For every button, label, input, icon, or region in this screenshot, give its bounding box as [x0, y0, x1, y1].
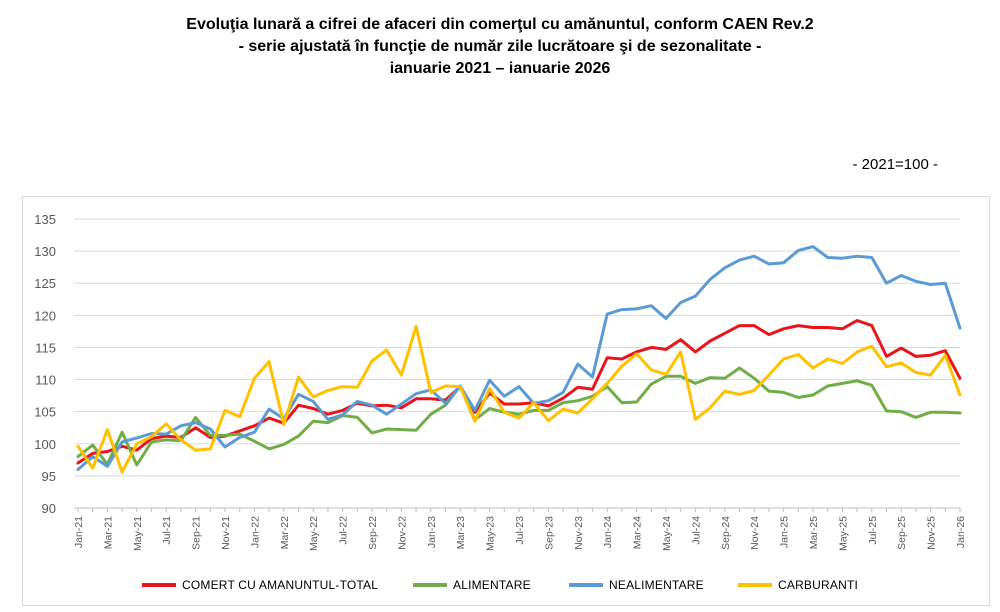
- legend-item-alimentare: ALIMENTARE: [413, 578, 531, 592]
- series-line-nealimentare: [76, 245, 962, 471]
- x-tick-label: May-24: [661, 516, 673, 551]
- x-tick-label: Mar-25: [808, 516, 820, 549]
- legend-swatch-nealimentare: [569, 583, 603, 587]
- x-tick-label: May-21: [132, 516, 144, 551]
- y-tick-label: 115: [35, 340, 56, 355]
- y-tick-label: 120: [34, 308, 56, 323]
- legend-item-carburanti: CARBURANTI: [738, 578, 858, 592]
- x-tick-label: Jan-22: [249, 516, 261, 548]
- x-tick-label: Sep-23: [543, 516, 555, 550]
- x-tick-label: May-22: [308, 516, 320, 551]
- legend-label-total: COMERT CU AMANUNTUL-TOTAL: [182, 578, 379, 592]
- x-tick-label: Nov-23: [573, 516, 585, 550]
- y-tick-label: 100: [34, 437, 56, 452]
- x-tick-label: Jan-24: [602, 516, 614, 548]
- chart-title-line-3: ianuarie 2021 – ianuarie 2026: [389, 60, 611, 77]
- y-tick-label: 105: [34, 405, 56, 420]
- x-tick-label: Jul-25: [867, 516, 879, 545]
- y-tick-label: 125: [34, 276, 56, 291]
- y-tick-label: 95: [42, 469, 56, 484]
- legend-swatch-total: [142, 583, 176, 587]
- x-tick-label: Mar-21: [102, 516, 114, 549]
- y-tick-label: 135: [34, 212, 56, 227]
- series-lines: [76, 245, 962, 474]
- x-tick-label: Nov-24: [749, 516, 761, 550]
- x-tick-label: Jan-26: [955, 516, 967, 548]
- y-tick-label: 110: [35, 373, 56, 388]
- gridlines: [74, 218, 960, 509]
- x-tick-label: Sep-21: [191, 516, 203, 550]
- x-tick-label: Nov-22: [396, 516, 408, 550]
- x-tick-label: Jan-25: [779, 516, 791, 548]
- legend-swatch-alimentare: [413, 583, 447, 587]
- x-tick-label: May-23: [485, 516, 497, 551]
- x-tick-label: Jan-23: [426, 516, 438, 548]
- x-tick-label: Mar-24: [632, 516, 644, 549]
- x-tick-label: Mar-22: [279, 516, 291, 549]
- legend-item-nealimentare: NEALIMENTARE: [569, 578, 704, 592]
- series-line-carburanti: [76, 324, 962, 474]
- x-tick-label: Jul-22: [338, 516, 350, 545]
- legend-label-alimentare: ALIMENTARE: [453, 578, 531, 592]
- x-tick-label: Nov-25: [926, 516, 938, 550]
- chart-legend: COMERT CU AMANUNTUL-TOTAL ALIMENTARE NEA…: [0, 578, 1000, 594]
- x-tick-label: Sep-25: [896, 516, 908, 550]
- x-axis-ticks: Jan-21 Mar-21 May-21 Jul-21 Sep-21 Nov-21 Jan-…: [73, 508, 967, 551]
- legend-label-nealimentare: NEALIMENTARE: [609, 578, 704, 592]
- y-tick-label: 130: [34, 244, 56, 259]
- legend-item-total: COMERT CU AMANUNTUL-TOTAL: [142, 578, 378, 592]
- chart-title-line-1: Evoluţia lunară a cifrei de afaceri din …: [186, 16, 814, 33]
- x-tick-label: Nov-21: [220, 516, 232, 550]
- x-tick-label: Jul-21: [161, 516, 173, 545]
- x-tick-label: Jul-23: [514, 516, 526, 545]
- base-year-note: - 2021=100 -: [852, 156, 938, 173]
- y-axis-ticks: 90 95 100 105 110 115 120 125 130 135: [34, 212, 56, 516]
- series-line-alimentare: [76, 366, 962, 467]
- x-tick-label: Jul-24: [690, 516, 702, 545]
- x-tick-label: May-25: [837, 516, 849, 551]
- chart-area: [22, 196, 990, 606]
- chart-title-line-2: - serie ajustată în funcţie de număr zil…: [238, 38, 762, 55]
- legend-swatch-carburanti: [738, 583, 772, 587]
- chart-title: Evoluţia lunară a cifrei de afaceri din …: [0, 14, 1000, 80]
- x-tick-label: Sep-22: [367, 516, 379, 550]
- series-line-comert-cu-amanuntul-total: [76, 319, 962, 465]
- legend-label-carburanti: CARBURANTI: [778, 578, 859, 592]
- y-tick-label: 90: [42, 501, 56, 516]
- x-tick-label: Jan-21: [73, 516, 85, 548]
- x-tick-label: Mar-23: [455, 516, 467, 549]
- x-tick-label: Sep-24: [720, 516, 732, 550]
